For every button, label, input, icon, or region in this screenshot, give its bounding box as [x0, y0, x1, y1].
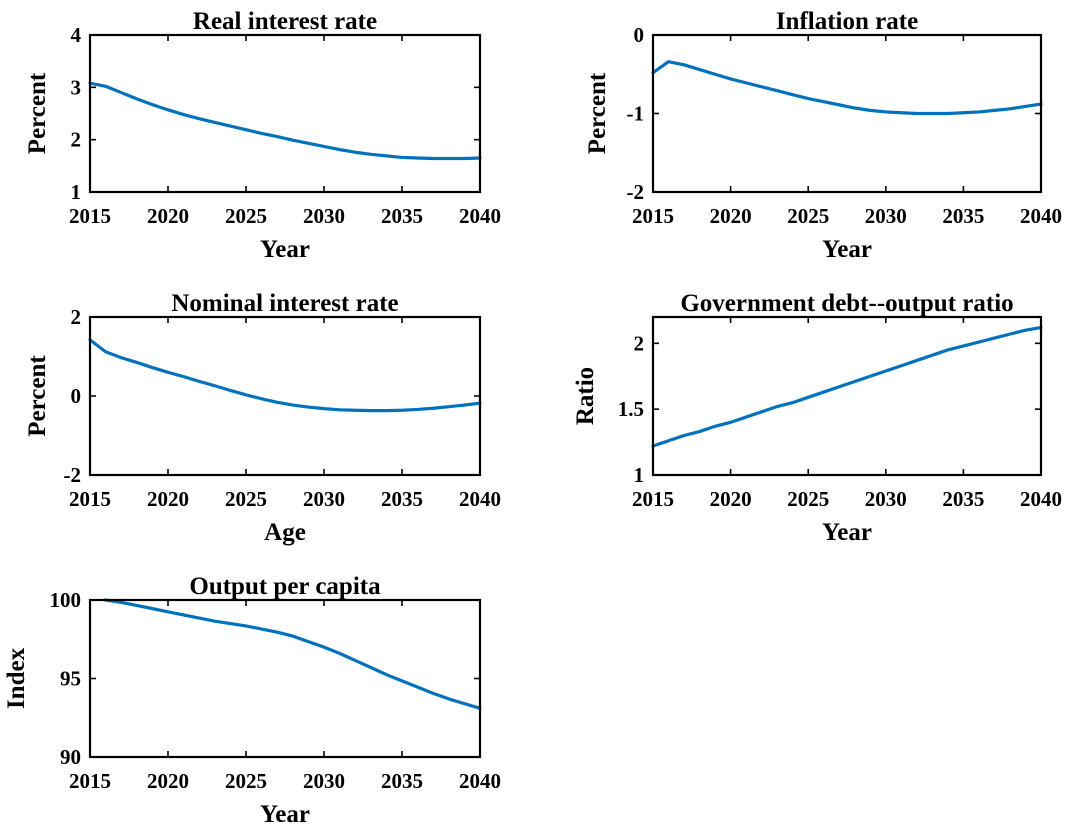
- x-axis-label: Year: [260, 236, 310, 263]
- y-tick-label: 95: [60, 667, 81, 691]
- x-tick-label: 2015: [69, 487, 111, 511]
- y-tick-label: 0: [71, 384, 82, 408]
- x-tick-label: 2040: [1020, 204, 1062, 228]
- axes-frame: [651, 33, 1043, 194]
- x-tick-label: 2035: [381, 769, 423, 793]
- series-line: [651, 325, 1043, 448]
- y-axis-label: Percent: [24, 72, 51, 154]
- series-line: [103, 598, 482, 710]
- y-axis-label: Percent: [24, 355, 51, 437]
- x-tick-label: 2040: [459, 204, 501, 228]
- x-tick-label: 2030: [303, 204, 345, 228]
- axes-frame: [88, 598, 482, 759]
- chart-output-per-capita: 2015 2020 2025 2030 2035 2040 90 95 100 Output pe…: [3, 573, 501, 828]
- y-axis-label: Ratio: [572, 367, 599, 425]
- x-tick-label: 2035: [381, 487, 423, 511]
- y-tick-label: -1: [627, 102, 645, 126]
- x-tick-label: 2025: [225, 204, 267, 228]
- y-tick-label: 1: [71, 180, 82, 204]
- chart-real-interest-rate: 2015 2020 2025 2030 2035 2040 1 2 3 4 Real interes…: [24, 8, 501, 263]
- chart-title: Output per capita: [189, 573, 381, 600]
- x-tick-label: 2040: [459, 487, 501, 511]
- y-tick-label: 90: [60, 745, 81, 769]
- x-tick-label: 2035: [942, 487, 984, 511]
- x-axis-label: Age: [264, 519, 306, 546]
- y-tick-label: 100: [50, 588, 82, 612]
- x-tick-label: 2035: [942, 204, 984, 228]
- x-tick-label: 2030: [303, 487, 345, 511]
- chart-title: Nominal interest rate: [171, 290, 398, 317]
- x-tick-label: 2030: [303, 769, 345, 793]
- y-axis-label: Percent: [584, 72, 611, 154]
- x-tick-label: 2030: [865, 204, 907, 228]
- chart-title: Inflation rate: [776, 8, 918, 35]
- y-tick-label: 2: [71, 128, 82, 152]
- x-tick-label: 2025: [225, 487, 267, 511]
- x-tick-label: 2025: [787, 204, 829, 228]
- x-axis-label: Year: [822, 236, 872, 263]
- x-tick-label: 2015: [632, 204, 674, 228]
- x-tick-label: 2040: [459, 769, 501, 793]
- x-tick-label: 2015: [69, 204, 111, 228]
- y-tick-label: -2: [64, 463, 82, 487]
- series-line: [651, 60, 1043, 116]
- x-tick-label: 2030: [865, 487, 907, 511]
- x-tick-label: 2025: [787, 487, 829, 511]
- series-line: [88, 338, 482, 413]
- x-axis-label: Year: [260, 801, 310, 828]
- series-line: [88, 81, 482, 161]
- y-tick-label: -2: [627, 180, 645, 204]
- x-tick-label: 2020: [147, 487, 189, 511]
- x-tick-label: 2040: [1020, 487, 1062, 511]
- y-axis-label: Index: [3, 647, 30, 709]
- x-tick-label: 2020: [147, 769, 189, 793]
- x-tick-label: 2025: [225, 769, 267, 793]
- y-tick-label: 3: [71, 75, 82, 99]
- x-tick-label: 2020: [147, 204, 189, 228]
- chart-government-debt-output-ratio: 2015 2020 2025 2030 2035 2040 1 1.5 2 Government …: [572, 290, 1062, 546]
- x-tick-label: 2020: [710, 487, 752, 511]
- chart-nominal-interest-rate: 2015 2020 2025 2030 2035 2040 -2 0 2 Nominal inte…: [24, 290, 501, 546]
- axes-frame: [88, 315, 482, 477]
- chart-title: Real interest rate: [193, 8, 377, 35]
- y-tick-label: 2: [634, 331, 645, 355]
- chart-inflation-rate: 2015 2020 2025 2030 2035 2040 -2 -1 0 Inflation r…: [584, 8, 1062, 263]
- x-tick-label: 2015: [632, 487, 674, 511]
- y-tick-label: 1.5: [618, 397, 644, 421]
- y-tick-label: 2: [71, 305, 82, 329]
- y-tick-label: 4: [71, 23, 82, 47]
- x-tick-label: 2035: [381, 204, 423, 228]
- x-tick-label: 2015: [69, 769, 111, 793]
- chart-title: Government debt--output ratio: [680, 290, 1013, 317]
- axes-frame: [651, 315, 1043, 477]
- x-tick-label: 2020: [710, 204, 752, 228]
- x-axis-label: Year: [822, 519, 872, 546]
- y-tick-label: 1: [634, 463, 645, 487]
- axes-frame: [88, 33, 482, 194]
- y-tick-label: 0: [634, 23, 645, 47]
